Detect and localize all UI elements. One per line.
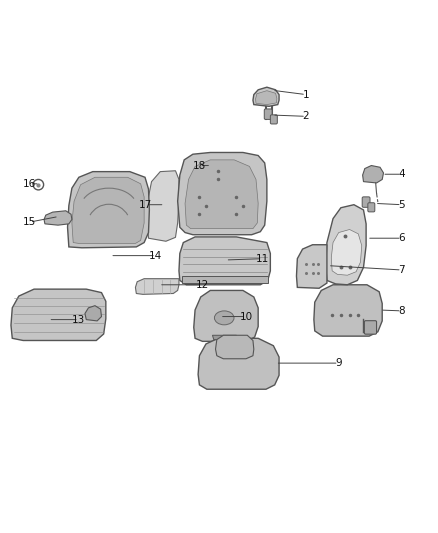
FancyBboxPatch shape (264, 109, 272, 119)
Text: 9: 9 (336, 358, 342, 368)
Polygon shape (212, 335, 237, 340)
FancyBboxPatch shape (270, 115, 277, 124)
Polygon shape (11, 289, 106, 341)
Polygon shape (178, 152, 267, 235)
Text: 11: 11 (256, 254, 269, 264)
Text: 4: 4 (399, 169, 405, 179)
Ellipse shape (215, 311, 234, 325)
Polygon shape (253, 87, 279, 107)
Polygon shape (363, 166, 384, 183)
Polygon shape (135, 279, 179, 294)
FancyBboxPatch shape (368, 203, 375, 212)
Polygon shape (215, 335, 254, 359)
Polygon shape (194, 290, 258, 341)
Polygon shape (255, 91, 277, 104)
FancyBboxPatch shape (362, 197, 370, 207)
Polygon shape (297, 245, 327, 288)
FancyBboxPatch shape (364, 321, 377, 334)
Polygon shape (179, 237, 270, 285)
Text: 8: 8 (399, 306, 405, 316)
Polygon shape (182, 276, 268, 283)
Text: 5: 5 (399, 200, 405, 209)
Text: 13: 13 (72, 314, 85, 325)
Polygon shape (185, 160, 258, 229)
Text: 2: 2 (303, 111, 309, 122)
Polygon shape (147, 171, 179, 241)
Text: 17: 17 (139, 200, 152, 209)
Text: 7: 7 (399, 265, 405, 275)
Polygon shape (198, 338, 279, 389)
Polygon shape (85, 305, 102, 321)
Text: 16: 16 (23, 179, 36, 189)
Polygon shape (325, 205, 366, 285)
Text: 6: 6 (399, 233, 405, 243)
Polygon shape (44, 211, 72, 225)
Polygon shape (72, 177, 144, 244)
Polygon shape (314, 285, 382, 336)
Text: 15: 15 (23, 217, 36, 227)
Text: 12: 12 (196, 280, 209, 290)
Polygon shape (67, 172, 149, 248)
Text: 14: 14 (149, 251, 162, 261)
Text: 1: 1 (303, 90, 309, 100)
Text: 10: 10 (240, 312, 253, 321)
Polygon shape (331, 230, 362, 275)
Text: 18: 18 (193, 160, 206, 171)
